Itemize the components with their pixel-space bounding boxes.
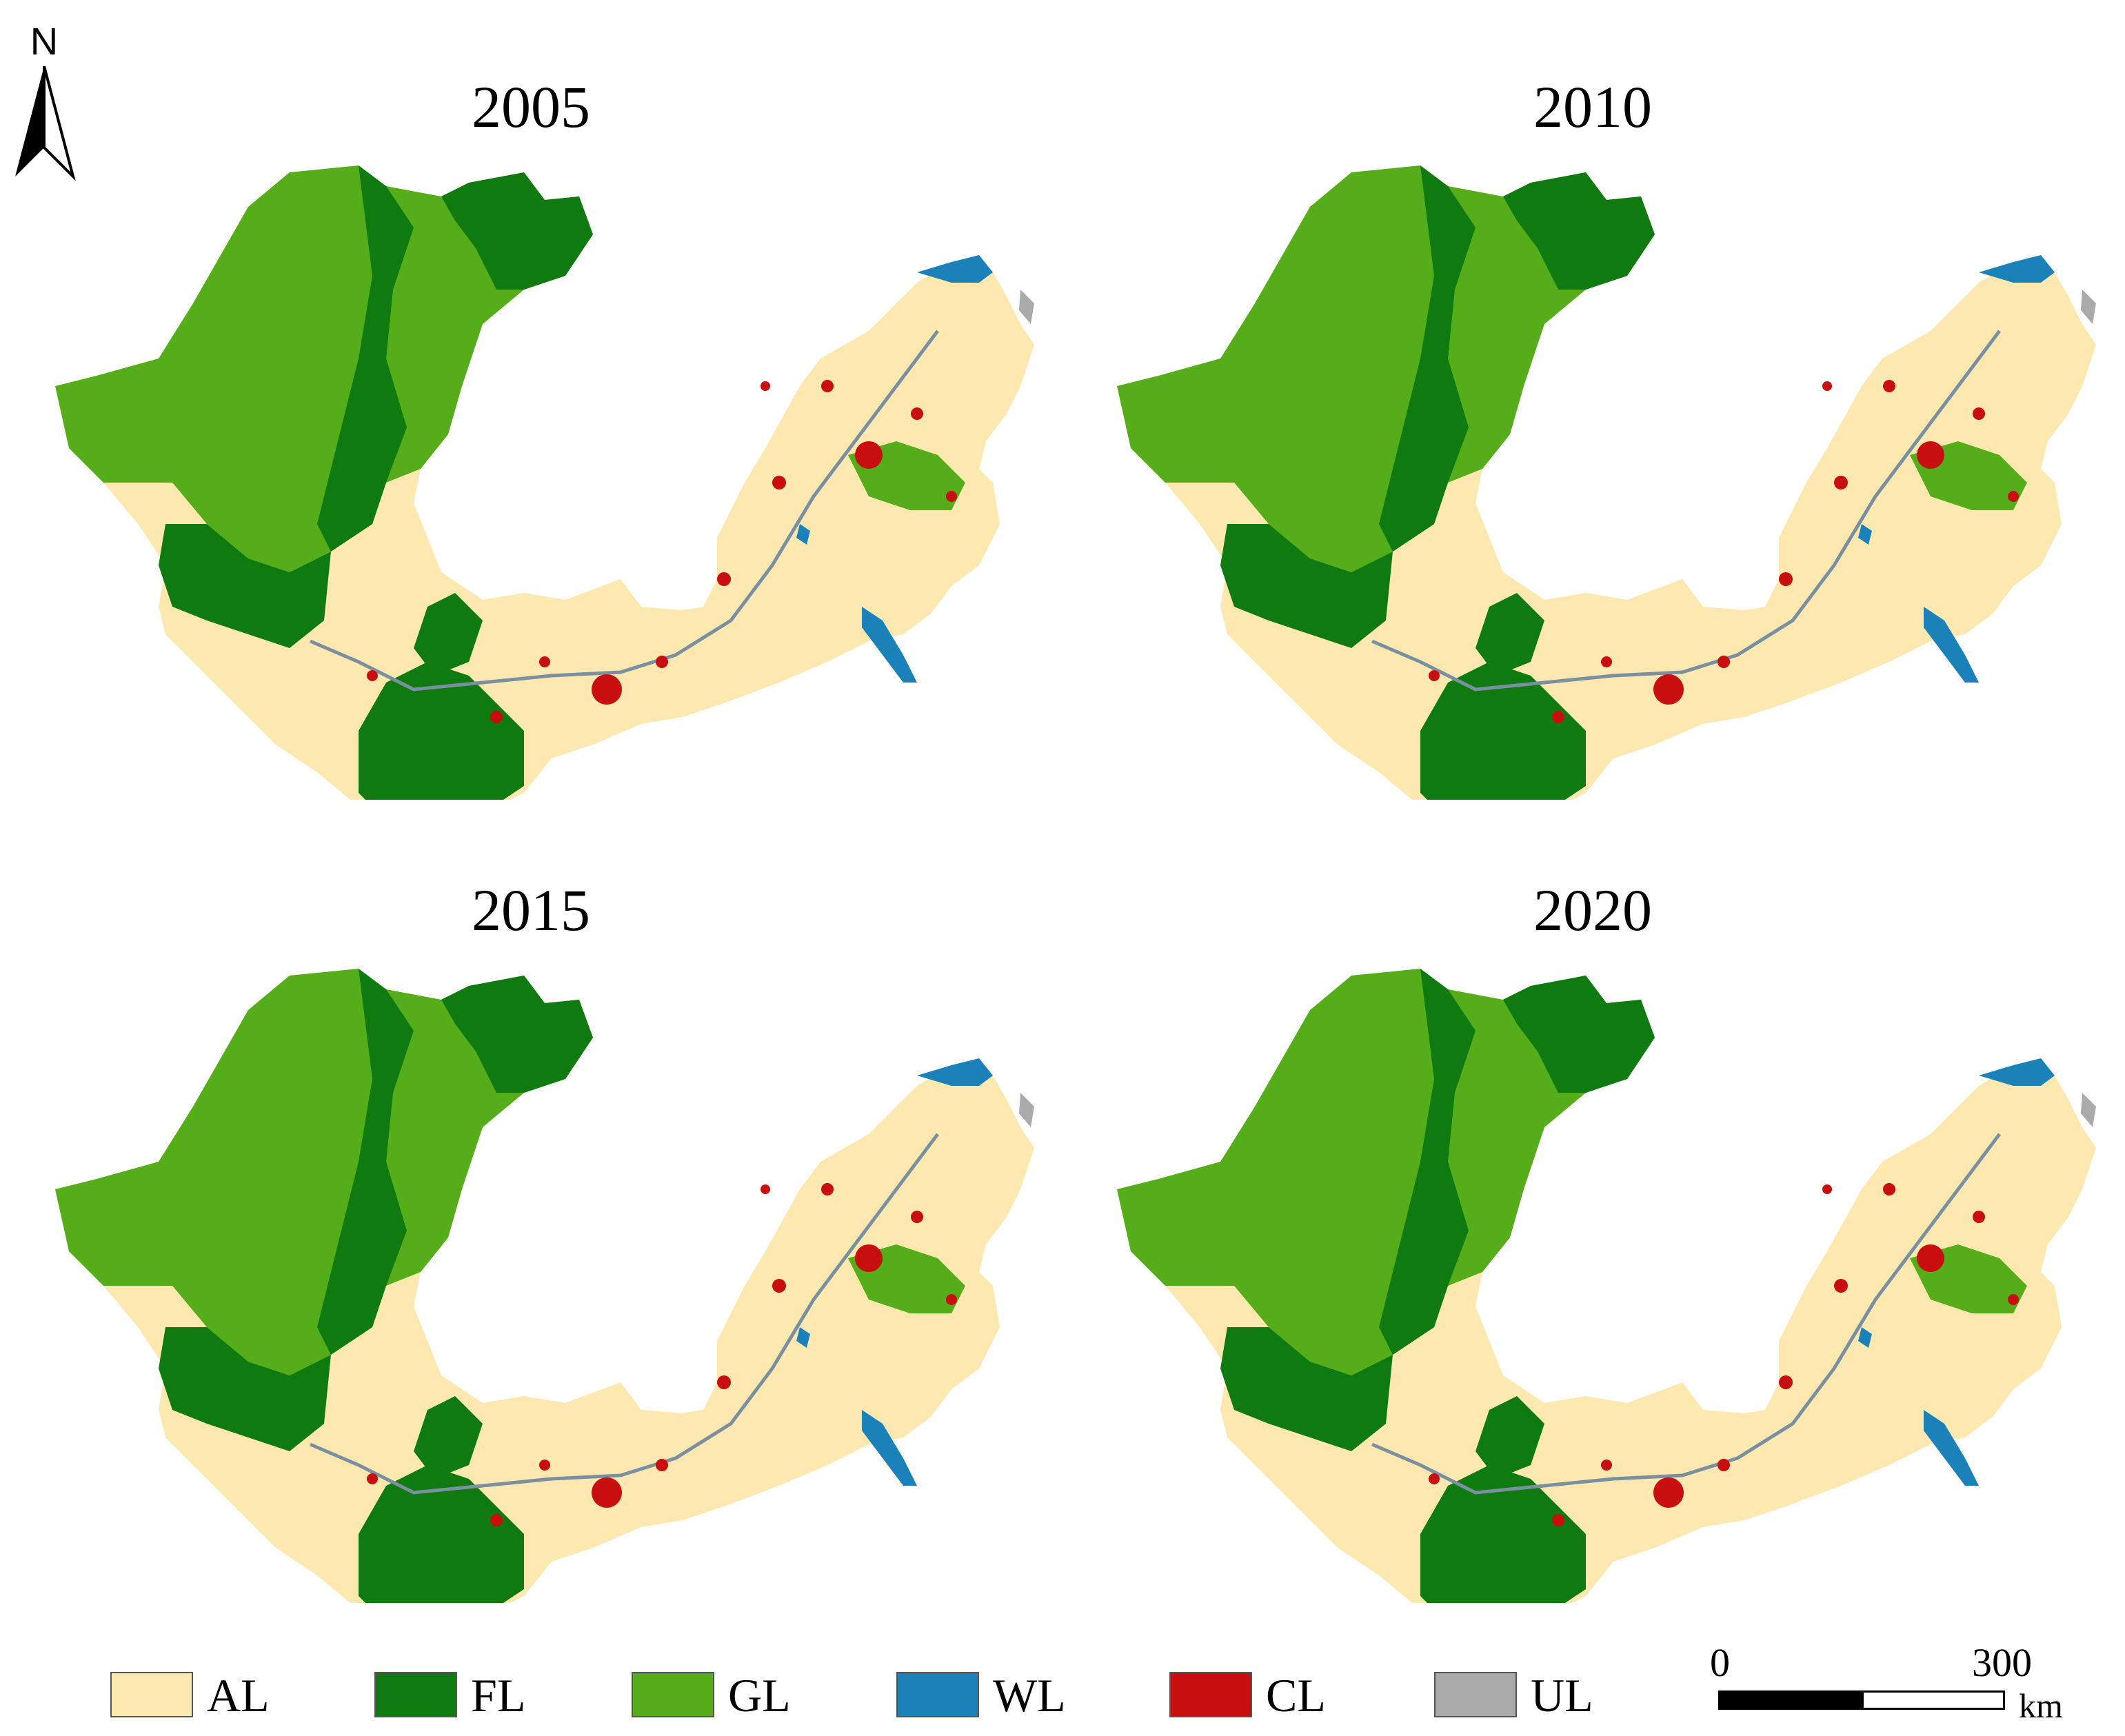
panel-title: 2020 (1533, 877, 1652, 943)
legend-swatch (110, 1672, 193, 1717)
legend-swatch (896, 1672, 979, 1717)
panel-title: 2010 (1533, 74, 1652, 140)
legend-swatch (374, 1672, 457, 1717)
map-panel-2010: 2010 (1062, 0, 2124, 800)
legend-swatch (1434, 1672, 1517, 1717)
legend-swatch (1169, 1672, 1252, 1717)
land-use-map (0, 803, 1062, 1603)
legend-swatch (632, 1672, 714, 1717)
panel-title: 2015 (472, 877, 590, 943)
legend-label: WL (993, 1669, 1066, 1722)
scale-start-label: 0 (1710, 1640, 1730, 1685)
legend-label: GL (728, 1669, 791, 1722)
legend-label: AL (207, 1669, 270, 1722)
north-arrow-icon (15, 66, 76, 181)
legend-label: FL (471, 1669, 526, 1722)
map-panel-2005: 2005 (0, 0, 1062, 800)
legend: AL FL GL WL CL UL (110, 1665, 1669, 1727)
land-use-map (1062, 803, 2124, 1603)
scale-bar-black-segment (1718, 1690, 1862, 1710)
map-panel-2020: 2020 (1062, 803, 2124, 1603)
scale-bar: 0 300 km (1710, 1641, 2096, 1730)
legend-label: UL (1531, 1669, 1593, 1722)
legend-label: CL (1266, 1669, 1326, 1722)
north-arrow: N (10, 19, 79, 181)
north-label: N (30, 19, 59, 63)
land-use-map (0, 0, 1062, 800)
scale-unit-label: km (2019, 1686, 2063, 1725)
land-use-map (1062, 0, 2124, 800)
panel-title: 2005 (472, 74, 590, 140)
scale-end-label: 300 (1972, 1640, 2032, 1685)
map-panel-2015: 2015 (0, 803, 1062, 1603)
scale-bar-white-segment (1862, 1690, 2005, 1710)
